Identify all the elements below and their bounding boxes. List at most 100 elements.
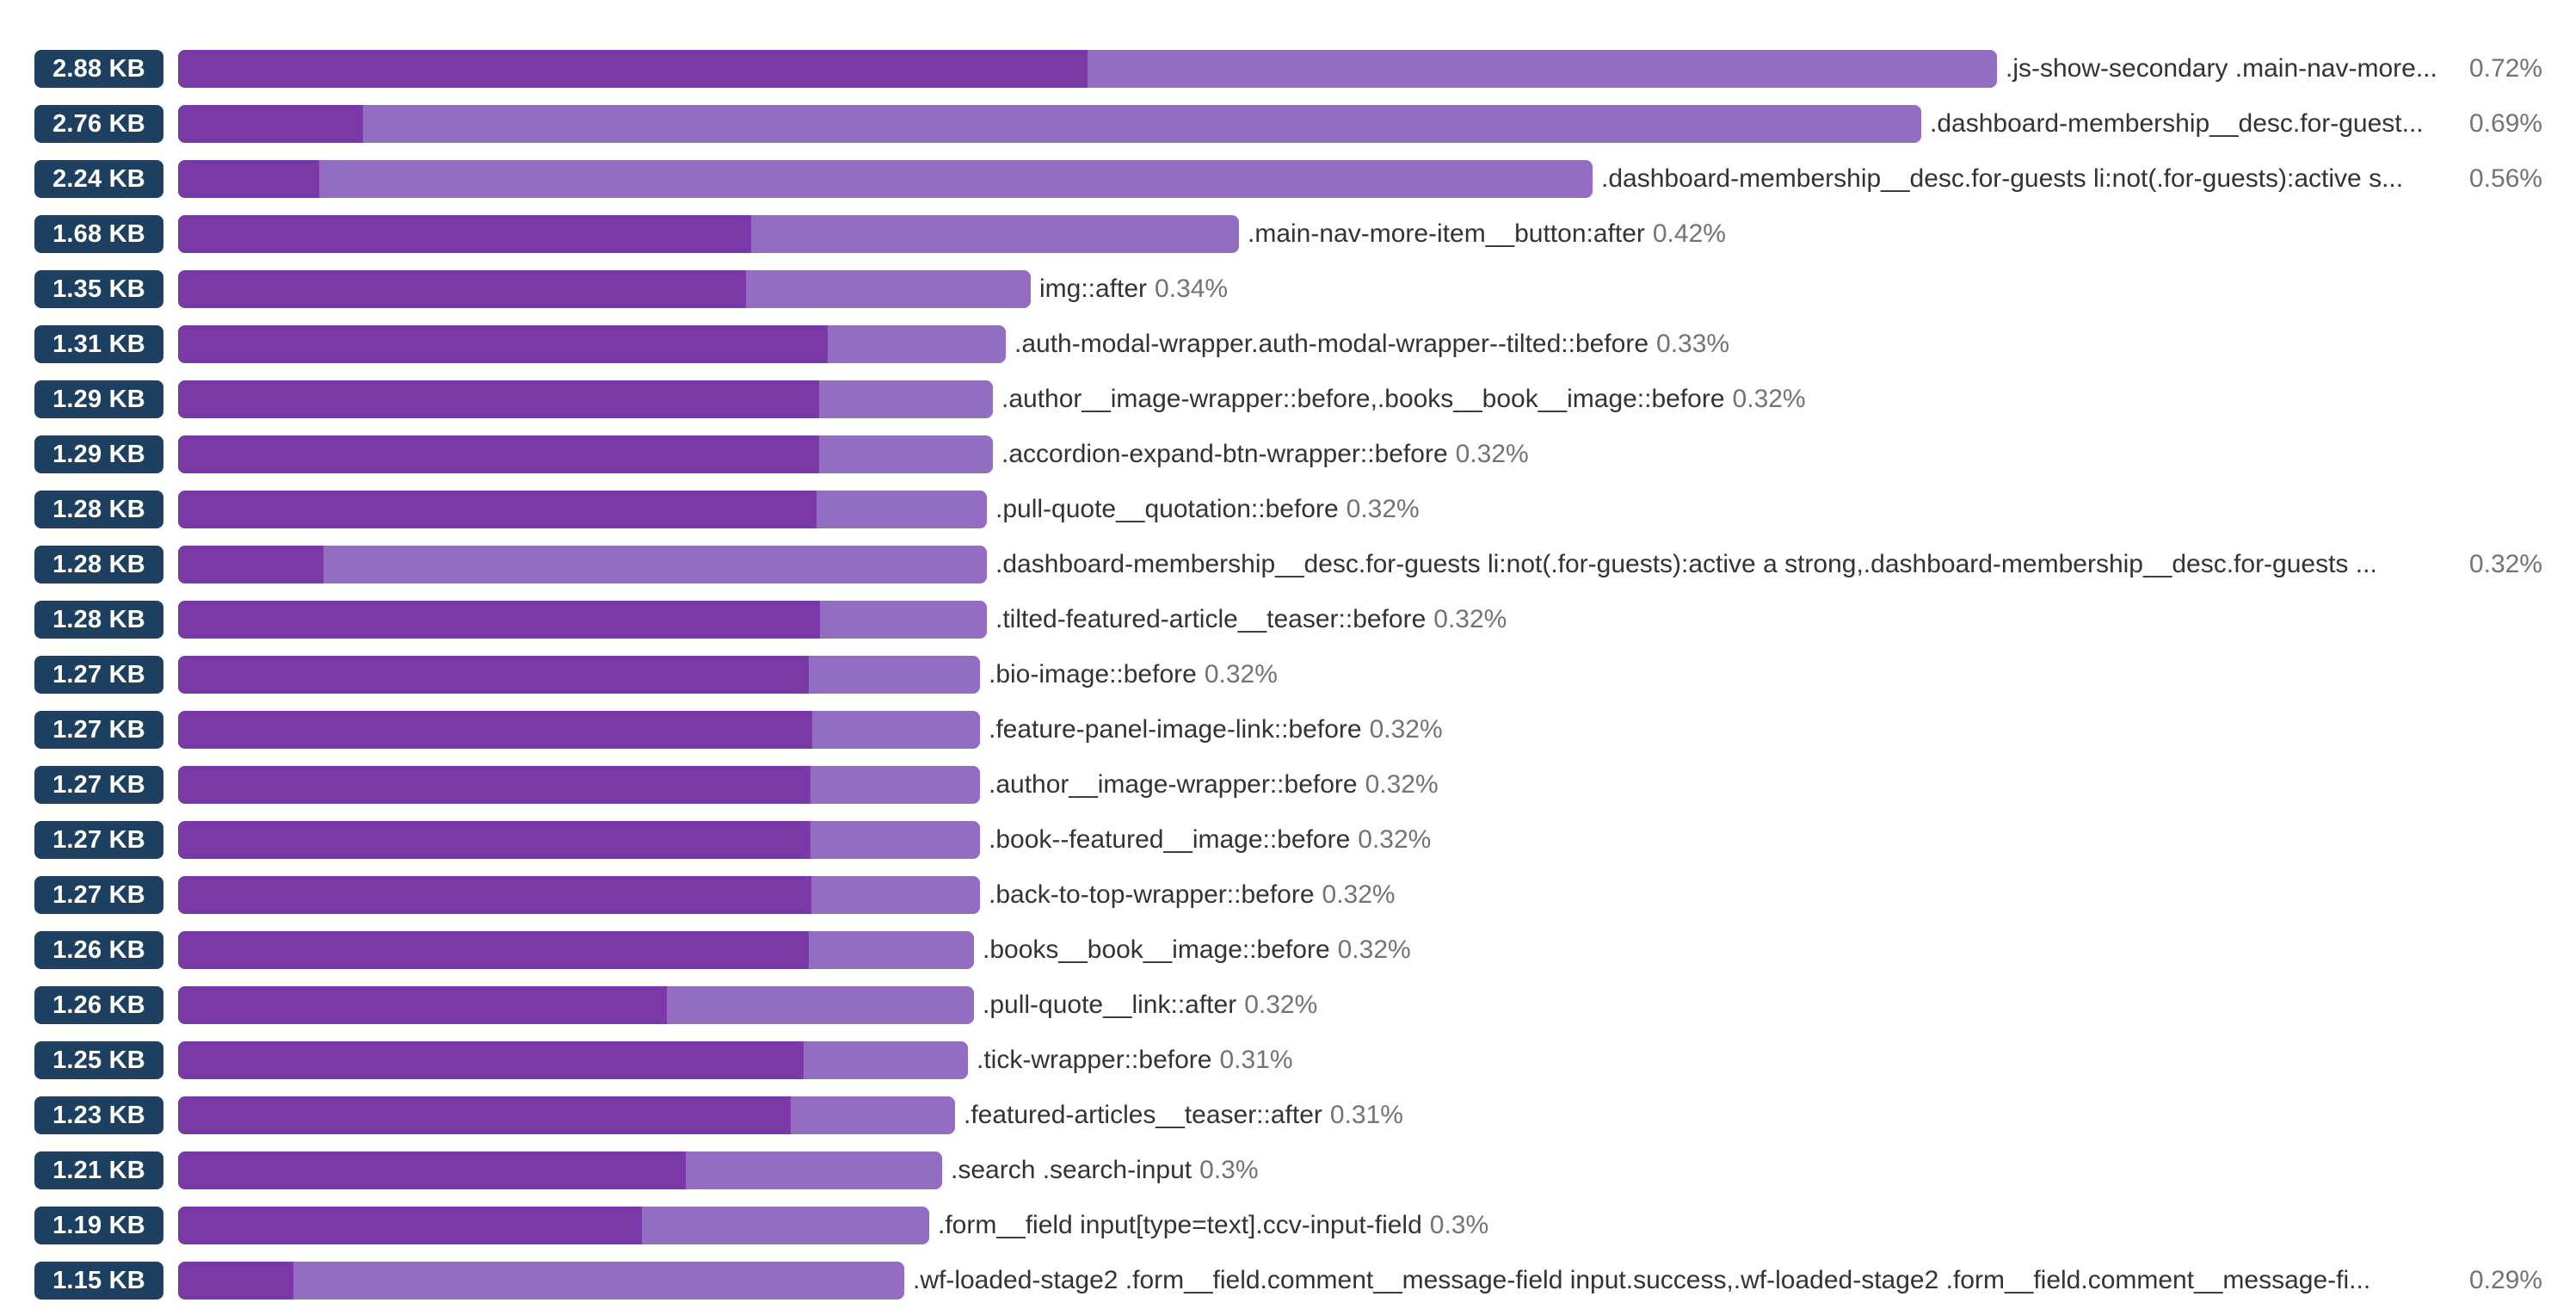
percent-label: 0.3% — [1199, 1156, 1259, 1184]
size-badge: 1.27 KB — [34, 711, 163, 749]
row-label: .books__book__image::before 0.32% — [983, 931, 2542, 969]
size-bar — [178, 1151, 942, 1189]
selector-label: .form__field input[type=text].ccv-input-… — [938, 1211, 1422, 1239]
selector-label: img::after — [1039, 275, 1148, 303]
size-bar — [178, 931, 974, 969]
chart-row: 2.88 KB .js-show-secondary .main-nav-more… — [0, 50, 2576, 88]
percent-label: 0.32% — [1204, 660, 1278, 688]
chart-row: 1.27 KB .author__image-wrapper::before 0.3… — [0, 766, 2576, 804]
size-badge: 1.28 KB — [34, 601, 163, 639]
chart-row: 1.26 KB .pull-quote__link::after 0.32% — [0, 986, 2576, 1024]
chart-row: 2.24 KB .dashboard-membership__desc.for-g… — [0, 160, 2576, 198]
chart-row: 1.28 KB .pull-quote__quotation::before 0.3… — [0, 491, 2576, 528]
size-badge: 1.26 KB — [34, 986, 163, 1024]
size-badge: 1.27 KB — [34, 821, 163, 859]
size-bar-primary-segment — [178, 1262, 293, 1300]
size-bar-primary-segment — [178, 1041, 804, 1079]
percent-label: 0.3% — [1429, 1211, 1489, 1239]
row-label: .bio-image::before 0.32% — [989, 656, 2542, 694]
percent-label: 0.32% — [1337, 935, 1411, 964]
size-bar-primary-segment — [178, 1207, 642, 1244]
percent-label: 0.32% — [1365, 770, 1439, 799]
size-bar-primary-segment — [178, 380, 819, 418]
size-bar-primary-segment — [178, 711, 812, 749]
row-label: .feature-panel-image-link::before 0.32% — [989, 711, 2542, 749]
size-badge: 1.26 KB — [34, 931, 163, 969]
size-bar — [178, 601, 987, 639]
size-badge: 1.27 KB — [34, 656, 163, 694]
size-bar-primary-segment — [178, 1151, 686, 1189]
size-bar-primary-segment — [178, 215, 751, 253]
percent-label: 0.32% — [1322, 880, 1396, 909]
size-badge: 1.29 KB — [34, 380, 163, 418]
size-bar-primary-segment — [178, 931, 809, 969]
selector-label: .pull-quote__link::after — [983, 991, 1237, 1019]
selector-label: .featured-articles__teaser::after — [964, 1101, 1322, 1129]
row-label: .book--featured__image::before 0.32% — [989, 821, 2542, 859]
size-bar-primary-segment — [178, 325, 828, 363]
percent-label: 0.31% — [1219, 1046, 1293, 1074]
size-bar — [178, 491, 987, 528]
row-label: img::after 0.34% — [1039, 270, 2542, 308]
size-bar — [178, 215, 1239, 253]
row-label: .dashboard-membership__desc.for-guests l… — [995, 546, 2542, 583]
size-bar — [178, 986, 974, 1024]
size-bar — [178, 1207, 929, 1244]
row-label: .dashboard-membership__desc.for-guests l… — [1601, 160, 2542, 198]
selector-label: .author__image-wrapper::before — [989, 770, 1358, 799]
chart-row: 1.35 KB img::after 0.34% — [0, 270, 2576, 308]
selector-label: .back-to-top-wrapper::before — [989, 880, 1315, 909]
size-bar — [178, 50, 1997, 88]
row-label: .author__image-wrapper::before 0.32% — [989, 766, 2542, 804]
size-badge: 1.27 KB — [34, 766, 163, 804]
size-bar-primary-segment — [178, 270, 746, 308]
chart-row: 1.23 KB .featured-articles__teaser::after… — [0, 1096, 2576, 1134]
size-bar — [178, 766, 980, 804]
chart-row: 1.27 KB .back-to-top-wrapper::before 0.32% — [0, 876, 2576, 914]
size-bar — [178, 1262, 904, 1300]
selector-label: .main-nav-more-item__button:after — [1248, 219, 1645, 248]
selector-label: .dashboard-membership__desc.for-guests l… — [1601, 164, 2404, 193]
size-bar — [178, 1041, 968, 1079]
row-label: .accordion-expand-btn-wrapper::before 0.3… — [1001, 435, 2542, 473]
size-badge: 1.27 KB — [34, 876, 163, 914]
selector-label: .book--featured__image::before — [989, 825, 1351, 854]
chart-row: 1.28 KB .tilted-featured-article__teaser:… — [0, 601, 2576, 639]
percent-label: 0.32% — [1433, 605, 1507, 633]
size-bar — [178, 380, 993, 418]
size-bar — [178, 546, 987, 583]
size-bar-primary-segment — [178, 656, 809, 694]
percent-label: 0.56% — [2468, 164, 2542, 193]
size-bar — [178, 821, 980, 859]
size-bar-primary-segment — [178, 105, 363, 143]
size-badge: 1.21 KB — [34, 1151, 163, 1189]
percent-label: 0.31% — [1329, 1101, 1403, 1129]
size-bar — [178, 435, 993, 473]
chart-row: 1.27 KB .book--featured__image::before 0.3… — [0, 821, 2576, 859]
size-bar-primary-segment — [178, 766, 810, 804]
row-label: .author__image-wrapper::before,.books__b… — [1001, 380, 2542, 418]
size-badge: 1.28 KB — [34, 491, 163, 528]
percent-label: 0.32% — [1369, 715, 1443, 744]
selector-label: .dashboard-membership__desc.for-guest... — [1930, 109, 2424, 138]
size-bar-primary-segment — [178, 491, 817, 528]
row-label: .tilted-featured-article__teaser::before… — [995, 601, 2542, 639]
chart-row: 1.26 KB .books__book__image::before 0.32% — [0, 931, 2576, 969]
size-bar — [178, 656, 980, 694]
row-label: .back-to-top-wrapper::before 0.32% — [989, 876, 2542, 914]
size-bar-primary-segment — [178, 160, 319, 198]
row-label: .main-nav-more-item__button:after 0.42% — [1248, 215, 2542, 253]
selector-label: .js-show-secondary .main-nav-more... — [2006, 54, 2437, 83]
size-badge: 1.28 KB — [34, 546, 163, 583]
size-bar — [178, 711, 980, 749]
chart-row: 1.25 KB .tick-wrapper::before 0.31% — [0, 1041, 2576, 1079]
percent-label: 0.69% — [2468, 109, 2542, 138]
size-bar-primary-segment — [178, 50, 1088, 88]
size-badge: 1.35 KB — [34, 270, 163, 308]
size-bar-primary-segment — [178, 876, 811, 914]
percent-label: 0.32% — [1358, 825, 1432, 854]
size-badge: 1.19 KB — [34, 1207, 163, 1244]
selector-label: .author__image-wrapper::before,.books__b… — [1001, 385, 1725, 413]
chart-row: 1.68 KB .main-nav-more-item__button:after… — [0, 215, 2576, 253]
size-badge: 2.76 KB — [34, 105, 163, 143]
